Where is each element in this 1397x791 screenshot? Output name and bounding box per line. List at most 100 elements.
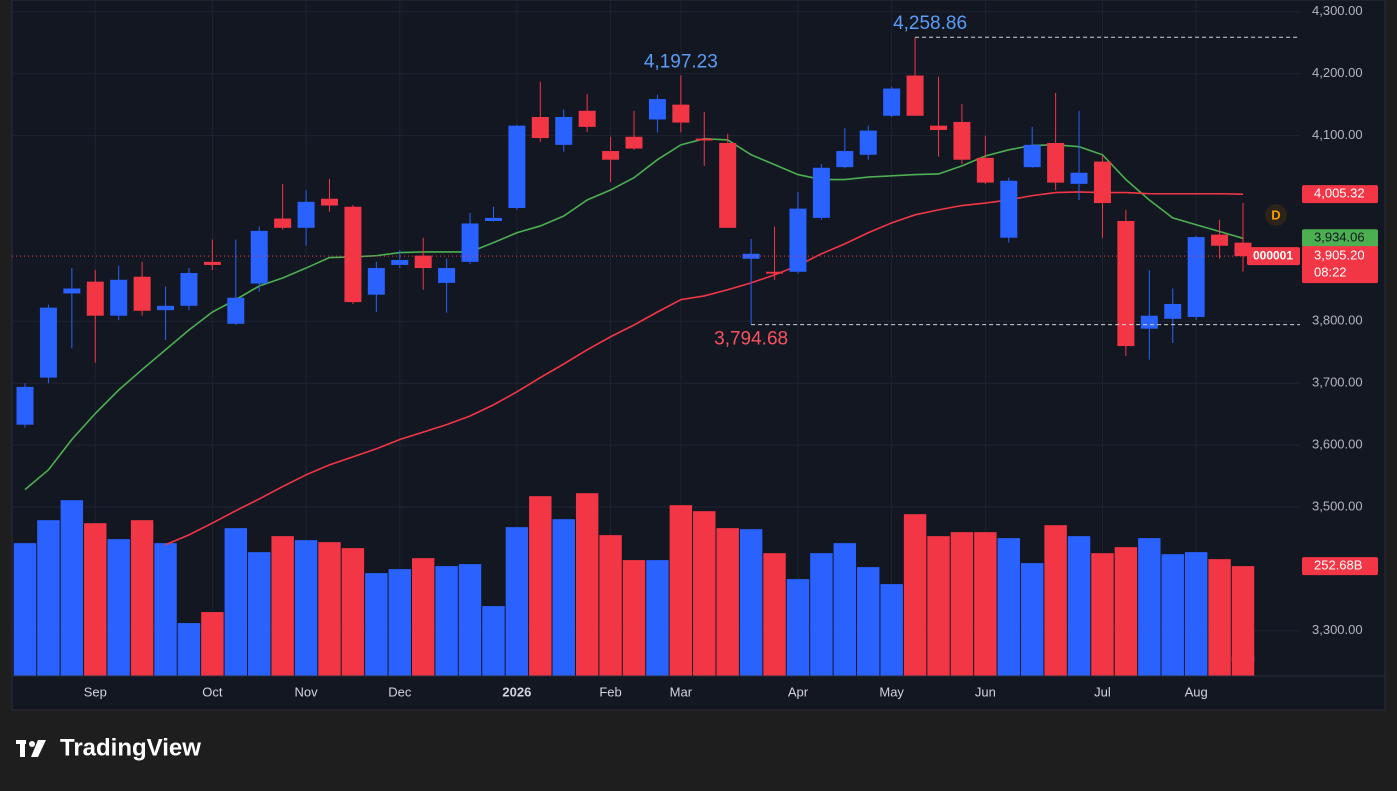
x-tick-label: Jul (1094, 684, 1111, 699)
symbol-tag: 000001 (1253, 248, 1293, 262)
volume-bar (622, 560, 646, 676)
logo-dot (29, 741, 35, 747)
candle-body (110, 279, 128, 316)
x-tick-label: Sep (84, 684, 107, 699)
brand: TradingView (60, 734, 201, 761)
volume-bar (880, 584, 903, 676)
y-tick-label: 3,300.00 (1312, 622, 1363, 637)
x-tick-label: Apr (788, 684, 809, 699)
candle-body (625, 136, 643, 149)
price-tag: 3,905.20 (1314, 248, 1365, 263)
logo-stem (20, 740, 25, 757)
y-tick-label: 3,700.00 (1312, 375, 1363, 390)
price-tag-box (1302, 246, 1378, 284)
candle-body (1000, 180, 1018, 238)
candle-body (297, 201, 315, 228)
volume-tag-box (1302, 557, 1378, 576)
candle-body (227, 297, 245, 324)
volume-bar (458, 564, 482, 676)
x-tick-label: Feb (599, 684, 621, 699)
volume-bar (365, 573, 388, 676)
volume-bar (1020, 563, 1044, 676)
volume-bar (716, 528, 739, 676)
candle-body (461, 223, 479, 262)
candle-body (250, 230, 268, 284)
y-tick-label: 3,800.00 (1312, 313, 1363, 328)
volume-bar (60, 500, 84, 676)
candle-body (742, 253, 760, 259)
ma-price-tag-box (1302, 185, 1378, 204)
candle-body (578, 110, 596, 127)
candle-body (391, 260, 409, 265)
tradingview-logo: TradingView (16, 734, 201, 761)
candle-body (133, 276, 151, 311)
volume-bar (1208, 559, 1231, 676)
candle-body (1187, 237, 1205, 317)
candle-body (883, 88, 901, 116)
ma-price-tag: 4,005.32 (1314, 186, 1365, 201)
y-tick-label: 4,200.00 (1312, 65, 1363, 80)
candle-body (344, 206, 362, 303)
symbol-tag-box (1247, 247, 1300, 266)
ma-price-tag-box (1302, 229, 1378, 248)
volume-bar (411, 558, 435, 676)
candle-body (789, 208, 807, 272)
volume-bar (552, 519, 575, 676)
volume-bar (974, 532, 997, 676)
y-tick-label: 3,500.00 (1312, 498, 1363, 513)
volume-bar (248, 552, 271, 676)
candle-body (414, 255, 432, 269)
volume-bar (130, 520, 154, 676)
x-tick-label: Aug (1185, 684, 1208, 699)
candle-body (695, 138, 713, 141)
candle-body (1211, 234, 1229, 246)
volume-bar (505, 527, 529, 676)
volume-bar (37, 520, 60, 676)
x-tick-label: Jun (975, 684, 996, 699)
volume-bar (318, 542, 341, 676)
volume-bar (950, 532, 974, 676)
volume-bar (810, 553, 833, 676)
y-tick-label: 4,300.00 (1312, 3, 1363, 18)
volume-bar (1161, 554, 1184, 676)
candle-body (180, 273, 198, 306)
volume-bar (927, 536, 950, 676)
candle-body (976, 157, 994, 183)
volume-bar (646, 560, 669, 676)
candle-body (953, 121, 971, 160)
volume-bar (435, 566, 458, 676)
logo-slash (31, 740, 46, 757)
volume-bar (177, 623, 201, 676)
candle-body (930, 125, 947, 130)
candle-body (1117, 221, 1135, 347)
volume-bar (271, 536, 294, 676)
volume-bar (763, 553, 786, 676)
x-tick-label: Oct (202, 684, 223, 699)
volume-bar (575, 493, 599, 676)
volume-bar (1231, 566, 1255, 676)
candle-body (672, 104, 690, 123)
volume-bar (1114, 547, 1138, 676)
candle-body (766, 271, 784, 274)
candle-body (719, 143, 737, 228)
volume-bar (599, 535, 622, 676)
candle-body (203, 261, 221, 265)
candle-body (1047, 143, 1065, 183)
volume-bar (388, 569, 411, 676)
candle-body (1093, 161, 1111, 204)
volume-bar (294, 540, 318, 676)
candle-body (555, 117, 573, 145)
candle-body (63, 288, 81, 294)
volume-bar (739, 529, 763, 676)
x-tick-label: 2026 (502, 684, 531, 699)
candle-body (906, 75, 924, 116)
interval-badge (1265, 204, 1287, 226)
volume-bar (1184, 552, 1208, 676)
volume-bar (857, 567, 880, 676)
volume-tag: 252.68B (1314, 558, 1362, 573)
candle-body (16, 386, 34, 425)
extreme-label: 4,258.86 (893, 13, 967, 34)
volume-bar (1067, 536, 1091, 676)
